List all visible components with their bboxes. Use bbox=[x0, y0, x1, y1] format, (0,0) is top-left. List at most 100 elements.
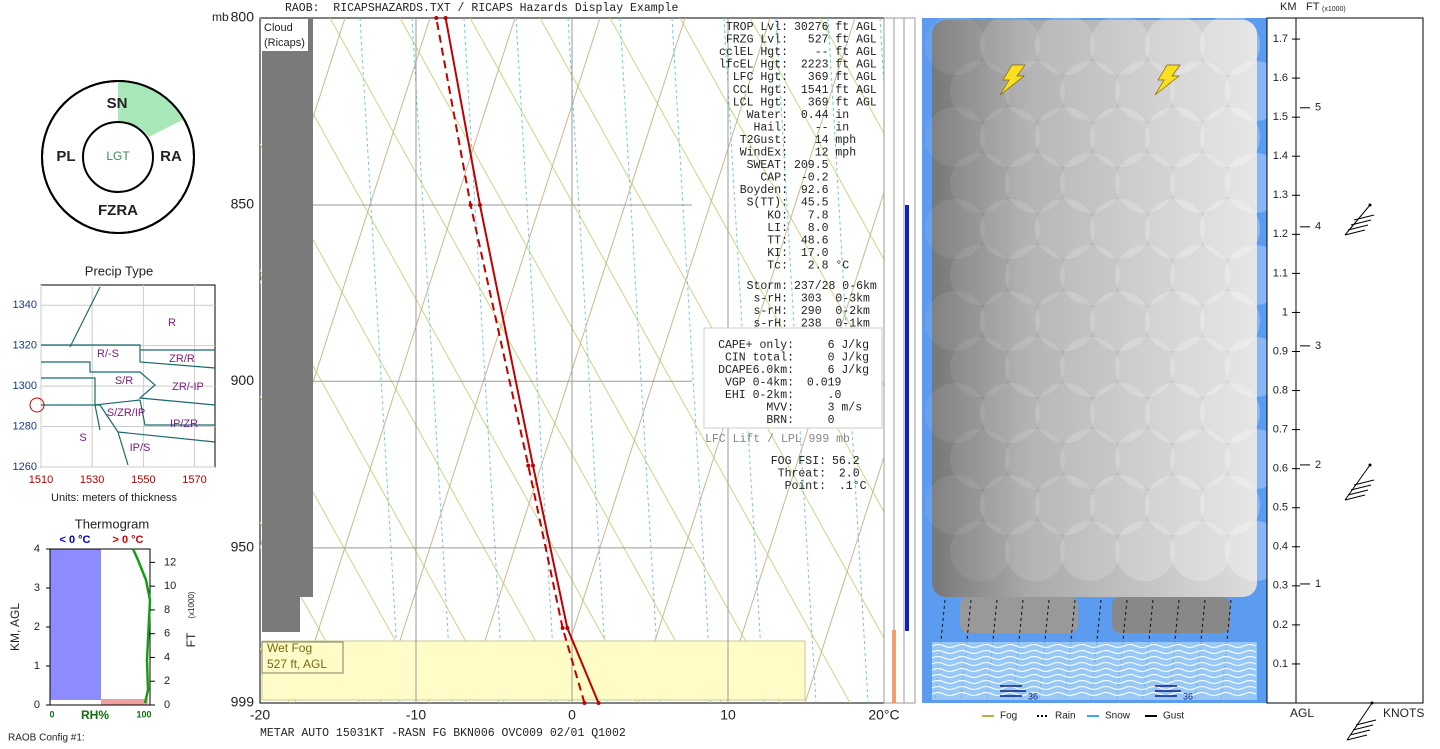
index-label: KO: bbox=[767, 209, 788, 222]
fog-wave bbox=[931, 662, 1257, 666]
index-label: T2Gust: bbox=[740, 134, 788, 147]
y-tick-label: 950 bbox=[231, 539, 255, 555]
index-label: Hail: bbox=[753, 121, 788, 134]
index-value: 7.8 bbox=[794, 209, 829, 222]
cloud-puff bbox=[1145, 107, 1205, 167]
cloud-column-upper bbox=[300, 18, 313, 597]
wind-barb-dot bbox=[1368, 203, 1372, 207]
cloud-column bbox=[262, 18, 300, 632]
ft-tick-label: 1 bbox=[1315, 578, 1321, 590]
cloud-puff bbox=[1035, 291, 1095, 351]
index-label: s-rH: bbox=[753, 305, 788, 318]
wheel-label: SN bbox=[107, 95, 128, 112]
wind-barb-flag bbox=[1352, 724, 1374, 731]
index-value: 369 ft AGL bbox=[794, 96, 877, 109]
x-tick-label: 1550 bbox=[131, 474, 155, 486]
cloud-puff bbox=[1200, 475, 1260, 535]
y-tick-label: 4 bbox=[34, 543, 40, 555]
fog-wave bbox=[931, 650, 1257, 654]
cloud-puff bbox=[1200, 383, 1260, 443]
fog-wave bbox=[931, 674, 1257, 678]
moist-adiabat bbox=[0, 18, 5, 703]
index-value: 92.6 bbox=[794, 184, 829, 197]
cloud-puff bbox=[1145, 383, 1205, 443]
x-tick-label: 1530 bbox=[80, 474, 104, 486]
cloud-puff bbox=[1035, 475, 1095, 535]
region-label: IP/S bbox=[130, 442, 151, 454]
cloud-puff bbox=[1005, 245, 1065, 305]
cloud-puff bbox=[950, 153, 1010, 213]
index-value: 237/28 0-6km bbox=[794, 280, 877, 293]
y-tick-label: 850 bbox=[231, 196, 255, 212]
index-value: 17.0 bbox=[794, 247, 829, 260]
cloud-puff bbox=[1115, 429, 1175, 489]
moist-adiabat bbox=[260, 18, 431, 549]
index-value: 0 J/kg bbox=[800, 352, 869, 365]
km-tick-label: 1.7 bbox=[1273, 33, 1288, 45]
index-value: 238 0-1km bbox=[794, 318, 870, 331]
cold-label: < 0 °C bbox=[60, 534, 91, 546]
region-boundary bbox=[117, 431, 129, 466]
index-value: -- in bbox=[794, 121, 849, 134]
index-value: 1541 ft AGL bbox=[794, 84, 877, 97]
index-value: 6 J/kg bbox=[800, 364, 869, 377]
cape-box bbox=[703, 327, 883, 429]
cloud-label-box bbox=[262, 19, 308, 51]
index-label: Point: bbox=[785, 480, 826, 493]
moist-adiabat bbox=[294, 18, 516, 703]
cloud-puff bbox=[1090, 383, 1150, 443]
x-tick-label: 20°C bbox=[868, 707, 899, 723]
km-tick-label: 0.9 bbox=[1273, 345, 1288, 357]
cloud-puff bbox=[1060, 153, 1120, 213]
lightning bbox=[999, 64, 1026, 96]
cloud-puff bbox=[1145, 199, 1205, 259]
y2-tick-label: 10 bbox=[164, 580, 176, 592]
cloud-puff bbox=[1145, 291, 1205, 351]
dewpoint-profile bbox=[435, 17, 586, 704]
fog-wave bbox=[931, 692, 1257, 696]
wind-barb-flag bbox=[1350, 219, 1372, 226]
y-tick-label: 1340 bbox=[13, 299, 37, 311]
region-boundary bbox=[41, 361, 216, 406]
index-label: CIN total: bbox=[725, 352, 794, 365]
ft-tick-label: 4 bbox=[1315, 221, 1321, 233]
x-tick-label: 0 bbox=[49, 709, 54, 719]
legend-label: Snow bbox=[1105, 711, 1131, 722]
wind-barb-flag bbox=[1346, 734, 1368, 741]
cloud-puff bbox=[1060, 245, 1120, 305]
y-tick-label: 1320 bbox=[13, 340, 37, 352]
km-tick-label: 0.6 bbox=[1273, 463, 1288, 475]
cloud-puff bbox=[1035, 199, 1095, 259]
index-label: S(TT): bbox=[747, 197, 788, 210]
region-boundary bbox=[41, 344, 216, 369]
cloud-puff bbox=[1090, 15, 1150, 75]
y2-tick-label: 2 bbox=[164, 675, 170, 687]
index-value: 0.019 bbox=[800, 377, 842, 390]
cloud-puff bbox=[1145, 15, 1205, 75]
km-tick-label: 0.8 bbox=[1273, 384, 1288, 396]
y-tick-label: 2 bbox=[34, 621, 40, 633]
cloud-puff bbox=[1170, 245, 1230, 305]
y-tick-label: 1280 bbox=[13, 420, 37, 432]
x-tick-label: 1510 bbox=[29, 474, 53, 486]
y-tick-label: 800 bbox=[231, 9, 255, 25]
index-label: SWEAT: bbox=[747, 159, 788, 172]
wind-barb-flag bbox=[1355, 719, 1377, 726]
cloud-puff bbox=[980, 475, 1040, 535]
gust-label: 36 bbox=[1183, 691, 1193, 701]
dewpoint-profile-point bbox=[582, 701, 587, 705]
region-label: IP/ZR bbox=[170, 418, 198, 430]
cloud-puff bbox=[1035, 15, 1095, 75]
y-tick-label: 3 bbox=[34, 582, 40, 594]
index-value: 2.0 bbox=[832, 468, 860, 481]
cloud-puff bbox=[1060, 337, 1120, 397]
region-boundary bbox=[41, 377, 141, 406]
index-label: s-rH: bbox=[753, 318, 788, 331]
index-label: TROP Lvl: bbox=[726, 21, 788, 34]
wind-barb-flag bbox=[1347, 489, 1369, 496]
metar: METAR AUTO 15031KT -RASN FG BKN006 OVC00… bbox=[260, 727, 626, 740]
dewpoint-profile-point bbox=[560, 626, 565, 631]
config-label: RAOB Config #1: bbox=[8, 733, 85, 744]
dry-adiabat bbox=[819, 18, 884, 135]
